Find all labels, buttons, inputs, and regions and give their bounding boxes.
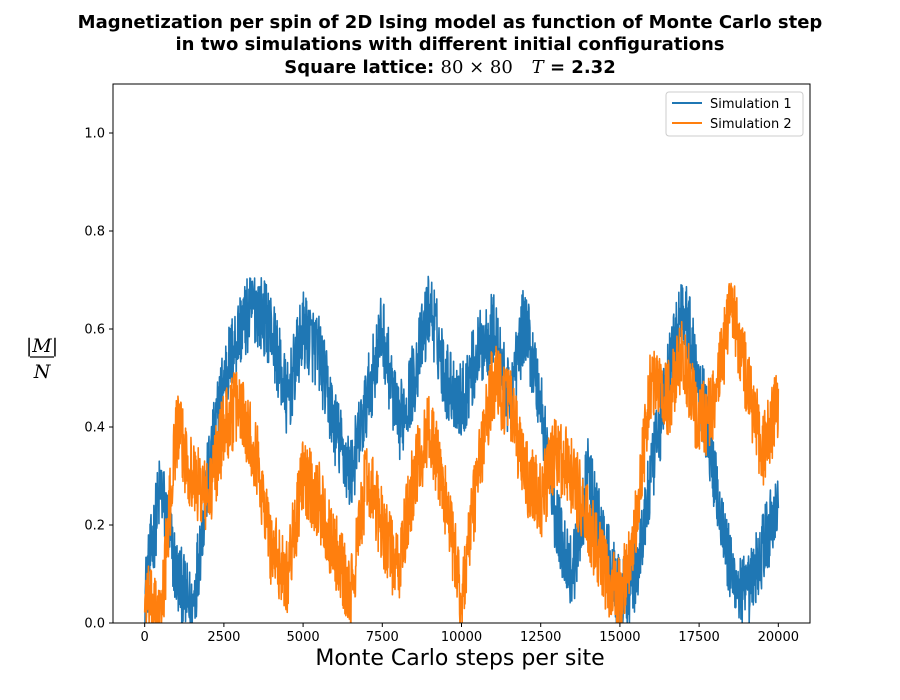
x-tick-label: 10000 (441, 630, 482, 645)
y-tick-label: 0.0 (84, 617, 105, 632)
y-axis-numerator: |M| (26, 335, 58, 357)
series-line-1 (144, 275, 780, 623)
legend-label-2: Simulation 2 (710, 117, 792, 132)
x-tick-label: 20000 (758, 630, 799, 645)
y-tick-label: 0.2 (84, 519, 105, 534)
y-tick-label: 1.0 (84, 127, 105, 142)
x-tick-label: 7500 (366, 630, 399, 645)
x-axis-label: Monte Carlo steps per site (315, 646, 605, 671)
y-tick-label: 0.4 (84, 421, 105, 436)
x-tick-label: 0 (141, 630, 149, 645)
chart-title-line-1: Magnetization per spin of 2D Ising model… (77, 12, 823, 33)
chart-title-line-3: Square lattice: 80 × 80 T = 2.32 (0, 57, 900, 78)
temperature-symbol: T (531, 57, 544, 78)
legend-label-1: Simulation 1 (710, 97, 792, 112)
x-tick-label: 2500 (207, 630, 240, 645)
y-tick-label: 0.8 (84, 225, 105, 240)
x-tick-label: 12500 (520, 630, 561, 645)
y-axis-label: |M| N (26, 335, 58, 383)
lattice-size: 80 × 80 (440, 57, 513, 78)
x-tick-label: 15000 (599, 630, 640, 645)
temperature-value: = 2.32 (549, 57, 616, 78)
plot-frame (112, 83, 811, 624)
y-axis-denominator: N (33, 361, 52, 383)
y-tick-label: 0.6 (84, 323, 105, 338)
x-tick-label: 17500 (678, 630, 719, 645)
x-tick-label: 5000 (287, 630, 320, 645)
lattice-prefix: Square lattice: (284, 57, 435, 78)
legend: Simulation 1 Simulation 2 (665, 91, 804, 137)
chart-title-line-2: in two simulations with different initia… (175, 34, 725, 55)
series-line-2 (143, 282, 780, 623)
